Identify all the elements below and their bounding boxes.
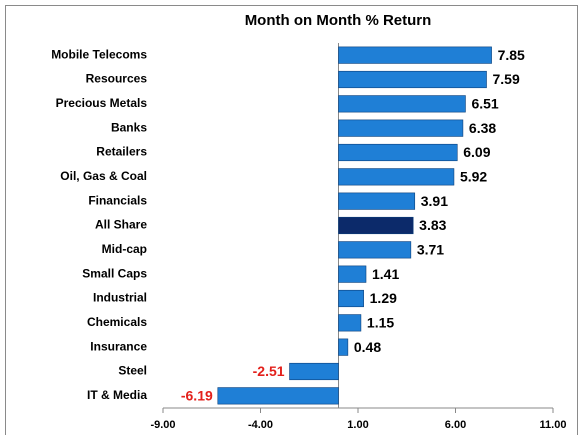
x-tick-label: 11.00 <box>540 419 567 431</box>
value-label: 3.91 <box>421 193 448 209</box>
bar <box>338 119 464 137</box>
value-label: 6.38 <box>469 120 496 136</box>
y-tick-label: Banks <box>111 120 147 134</box>
bar <box>289 362 339 381</box>
y-tick-label: Small Caps <box>82 266 147 280</box>
y-tick-label: Steel <box>118 364 147 378</box>
y-tick-label: Resources <box>86 72 148 86</box>
y-tick-label: Chemicals <box>87 315 147 329</box>
chart-title: Month on Month % Return <box>245 12 432 29</box>
y-tick-label: Financials <box>88 193 147 207</box>
y-tick-label: Mobile Telecoms <box>51 47 147 61</box>
value-label: 1.29 <box>370 290 397 306</box>
bar <box>338 168 455 186</box>
value-label: 6.51 <box>471 96 498 112</box>
y-tick-label: Insurance <box>90 339 147 353</box>
y-tick-label: IT & Media <box>87 388 147 402</box>
value-label: 3.71 <box>417 242 444 258</box>
bar <box>338 265 367 283</box>
bar <box>338 241 412 259</box>
y-tick-label: Oil, Gas & Coal <box>60 169 147 183</box>
value-label: -2.51 <box>253 363 285 379</box>
y-tick-label: Mid-cap <box>102 242 147 256</box>
bar <box>217 387 339 405</box>
value-label: 7.59 <box>493 71 520 87</box>
x-tick-label: 6.00 <box>445 419 466 431</box>
x-tick-label: -4.00 <box>248 419 273 431</box>
bar <box>338 289 364 308</box>
bar <box>338 216 414 235</box>
bar <box>338 338 349 356</box>
bar <box>338 143 458 162</box>
x-tick-label: -9.00 <box>150 419 175 431</box>
bar <box>338 314 362 332</box>
bar <box>338 95 466 113</box>
y-tick-label: Industrial <box>93 291 147 305</box>
bar <box>338 70 487 89</box>
x-tick-label: 1.00 <box>347 419 368 431</box>
value-label: 0.48 <box>354 339 381 355</box>
y-tick-label: All Share <box>95 218 147 232</box>
value-label: -6.19 <box>181 388 213 404</box>
bar <box>338 192 416 210</box>
value-label: 3.83 <box>419 217 446 233</box>
y-tick-label: Precious Metals <box>56 96 148 110</box>
value-label: 6.09 <box>463 144 490 160</box>
y-tick-label: Retailers <box>96 145 147 159</box>
bar <box>338 46 492 64</box>
value-label: 7.85 <box>498 47 525 63</box>
value-label: 1.15 <box>367 315 394 331</box>
value-label: 5.92 <box>460 169 487 185</box>
value-label: 1.41 <box>372 266 399 282</box>
